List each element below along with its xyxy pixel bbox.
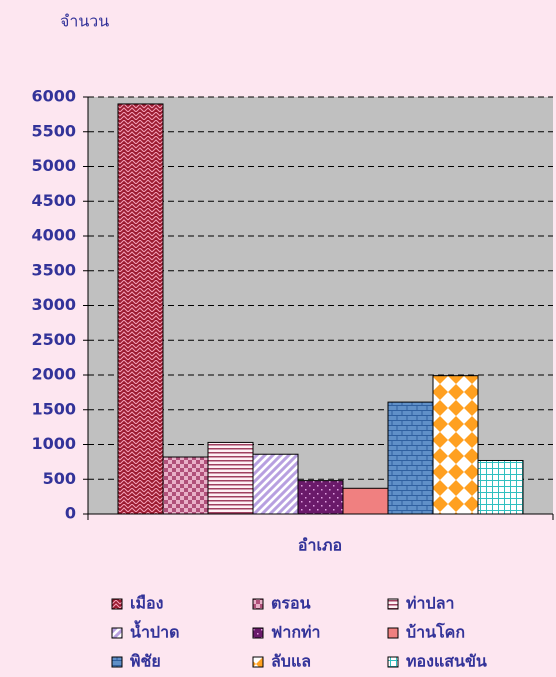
y-axis-title: จำนวน (60, 12, 109, 31)
legend-swatch (111, 598, 123, 610)
y-tick-label: 0 (65, 504, 76, 523)
y-tick-label: 4500 (31, 191, 76, 210)
x-axis-title: อำเภอ (298, 536, 342, 555)
legend-label: ตรอน (271, 594, 311, 613)
legend-swatch (252, 656, 264, 668)
bar (477, 459, 524, 515)
legend-label: ทองแสนขัน (406, 652, 487, 671)
legend-label: เมือง (130, 594, 163, 613)
legend-swatch (111, 656, 123, 668)
y-tick-label: 2500 (31, 330, 76, 349)
legend-label: บ้านโคก (406, 622, 465, 642)
legend-label: ลับแล (271, 652, 311, 671)
y-tick-label: 5000 (31, 156, 76, 175)
bar (252, 453, 299, 515)
y-tick-label: 4000 (31, 226, 76, 245)
bar (162, 456, 209, 515)
legend-label: ท่าปลา (406, 594, 454, 613)
y-tick-label: 1500 (31, 399, 76, 418)
legend-swatch (111, 627, 123, 639)
bar (387, 401, 434, 515)
bar (432, 375, 479, 515)
y-tick-label: 5500 (31, 121, 76, 140)
y-tick-label: 6000 (31, 87, 76, 106)
y-tick-label: 3000 (31, 295, 76, 314)
y-tick-label: 1000 (31, 434, 76, 453)
bar (207, 441, 254, 515)
legend-swatch (387, 598, 399, 610)
legend-swatch (252, 598, 264, 610)
y-tick-label: 2000 (31, 365, 76, 384)
legend-label: น้ำปาด (130, 620, 179, 642)
bar (342, 487, 389, 515)
legend-label: พิชัย (130, 652, 161, 671)
bar (117, 103, 164, 515)
bar (297, 480, 344, 515)
legend-swatch (252, 627, 264, 639)
y-tick-label: 500 (43, 469, 76, 488)
legend-swatch (387, 627, 399, 639)
legend-label: ฟากท่า (271, 623, 321, 642)
y-tick-label: 3500 (31, 260, 76, 279)
legend-swatch (387, 656, 399, 668)
